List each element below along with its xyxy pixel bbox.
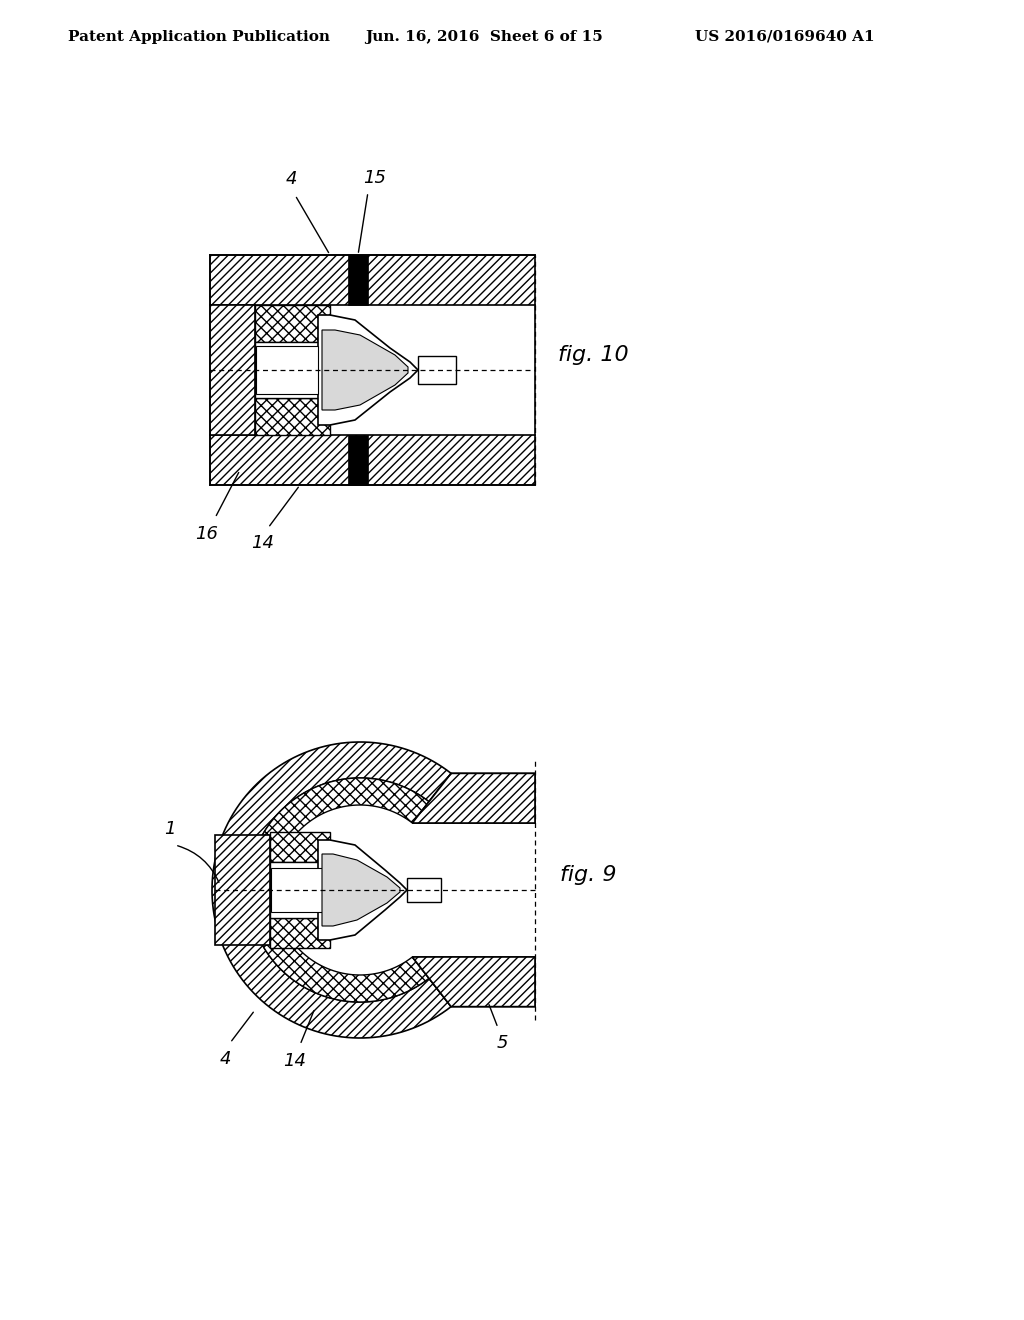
Polygon shape — [248, 777, 429, 1002]
Bar — [407, 878, 441, 902]
Text: Jun. 16, 2016  Sheet 6 of 15: Jun. 16, 2016 Sheet 6 of 15 — [365, 30, 603, 44]
Text: 4: 4 — [219, 1049, 230, 1068]
Bar — [256, 346, 318, 393]
Polygon shape — [413, 774, 535, 822]
Bar — [270, 862, 330, 917]
Polygon shape — [413, 957, 535, 1007]
Text: Patent Application Publication: Patent Application Publication — [68, 30, 330, 44]
Polygon shape — [318, 315, 418, 425]
Bar — [270, 917, 330, 948]
Text: 14: 14 — [284, 1052, 306, 1071]
Polygon shape — [413, 774, 535, 822]
Bar — [348, 436, 368, 484]
Polygon shape — [318, 840, 407, 940]
Text: 1: 1 — [164, 820, 176, 838]
Bar — [271, 869, 328, 912]
Text: 15: 15 — [364, 169, 386, 187]
Bar — [210, 436, 535, 484]
Text: 14: 14 — [252, 535, 274, 552]
Bar — [270, 832, 330, 862]
Bar — [215, 836, 270, 945]
Text: 4: 4 — [286, 170, 297, 187]
Bar — [418, 356, 456, 384]
Polygon shape — [212, 742, 452, 1038]
Bar — [255, 342, 330, 399]
Polygon shape — [322, 330, 408, 411]
Text: fig. 9: fig. 9 — [560, 865, 616, 884]
Polygon shape — [322, 854, 400, 927]
Text: 16: 16 — [196, 525, 218, 543]
Polygon shape — [413, 957, 535, 1007]
Text: fig. 10: fig. 10 — [558, 345, 629, 366]
Bar — [255, 399, 330, 436]
Bar — [255, 305, 330, 342]
Bar — [210, 255, 535, 305]
Bar — [210, 305, 255, 436]
Bar — [348, 255, 368, 305]
Text: 5: 5 — [497, 1034, 508, 1052]
Text: US 2016/0169640 A1: US 2016/0169640 A1 — [695, 30, 874, 44]
